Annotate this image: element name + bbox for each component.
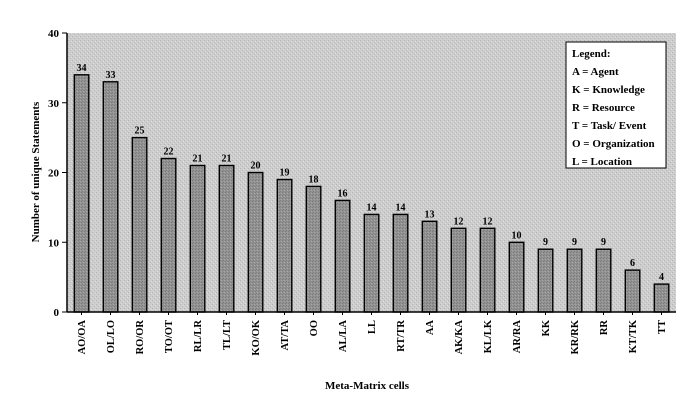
data-label: 22 (164, 147, 174, 158)
x-tick-label: KT/TK (628, 319, 639, 353)
legend-entry: O = Organization (572, 138, 655, 150)
bar (73, 74, 90, 313)
bar (131, 136, 148, 313)
data-label: 14 (367, 202, 377, 213)
data-label: 12 (454, 216, 464, 227)
x-tick-label: RT/TR (396, 320, 407, 352)
x-tick-label: RR (599, 320, 610, 336)
bar (595, 248, 612, 313)
data-label: 13 (425, 209, 435, 220)
data-label: 21 (222, 154, 232, 165)
bar (102, 81, 119, 313)
x-tick-label: RO/OR (135, 320, 146, 355)
x-axis-title: Meta-Matrix cells (325, 380, 410, 392)
legend-entry: L = Location (572, 156, 632, 168)
x-tick-label: AK/KA (454, 320, 465, 355)
y-tick-label: 10 (48, 237, 60, 249)
bar (508, 241, 525, 313)
data-label: 19 (280, 168, 290, 179)
legend-title: Legend: (572, 48, 611, 60)
x-tick-label: OO (309, 320, 320, 336)
data-label: 21 (193, 154, 203, 165)
bar (160, 157, 177, 313)
x-tick-label: AO/OA (77, 320, 88, 355)
x-tick-label: AA (425, 320, 436, 336)
bar (334, 199, 351, 313)
bar (624, 269, 641, 313)
x-tick-label: KR/RK (570, 319, 581, 354)
data-label: 16 (338, 188, 348, 199)
bar (305, 185, 322, 313)
legend-entry: K = Knowledge (572, 84, 645, 96)
x-tick-label: OL/LO (106, 320, 117, 353)
data-label: 18 (309, 174, 319, 185)
legend-entry: R = Resource (572, 102, 635, 114)
bar (189, 164, 206, 313)
data-label: 6 (630, 258, 635, 269)
x-tick-label: KK (541, 319, 552, 336)
x-tick-label: TT (657, 320, 668, 334)
bar (276, 178, 293, 313)
data-label: 9 (572, 237, 577, 248)
bar (479, 227, 496, 313)
data-label: 9 (543, 237, 548, 248)
x-tick-label: RL/LR (193, 320, 204, 353)
y-axis-title: Number of unique Statements (30, 101, 42, 242)
bar (218, 164, 235, 313)
legend: Legend: A = Agent K = Knowledge R = Reso… (565, 41, 667, 169)
bar (566, 248, 583, 313)
x-tick-label: LL (367, 320, 378, 334)
x-tick-label: AT/TA (280, 320, 291, 351)
data-label: 9 (601, 237, 606, 248)
x-tick-label: AR/RA (512, 320, 523, 354)
bar (247, 171, 264, 313)
data-label: 33 (106, 70, 116, 81)
bar (653, 283, 670, 313)
x-tick-label: TO/OT (164, 320, 175, 353)
x-tick-label: AL/LA (338, 320, 349, 353)
y-tick-label: 30 (48, 98, 60, 110)
legend-box (565, 41, 667, 169)
bar (450, 227, 467, 313)
data-label: 4 (659, 272, 664, 283)
bar (392, 213, 409, 313)
y-tick-label: 20 (48, 168, 60, 180)
x-tick-label: TL/LT (222, 320, 233, 350)
data-label: 10 (512, 230, 522, 241)
data-label: 25 (135, 126, 145, 137)
bar (537, 248, 554, 313)
data-label: 34 (77, 63, 87, 74)
y-tick-label: 0 (54, 307, 60, 319)
x-tick-label: KO/OK (251, 319, 262, 355)
data-label: 12 (483, 216, 493, 227)
legend-entry: T = Task/ Event (572, 120, 647, 132)
data-label: 14 (396, 202, 406, 213)
y-tick-label: 40 (48, 28, 60, 40)
bar (421, 220, 438, 313)
legend-entry: A = Agent (572, 66, 619, 78)
data-label: 20 (251, 161, 261, 172)
x-tick-label: KL/LK (483, 319, 494, 353)
bar (363, 213, 380, 313)
axes-layer: AO/OA OL/LO RO/OR TO/OT RL/LR TL/LT KO/OK AT/TA… (48, 28, 676, 356)
